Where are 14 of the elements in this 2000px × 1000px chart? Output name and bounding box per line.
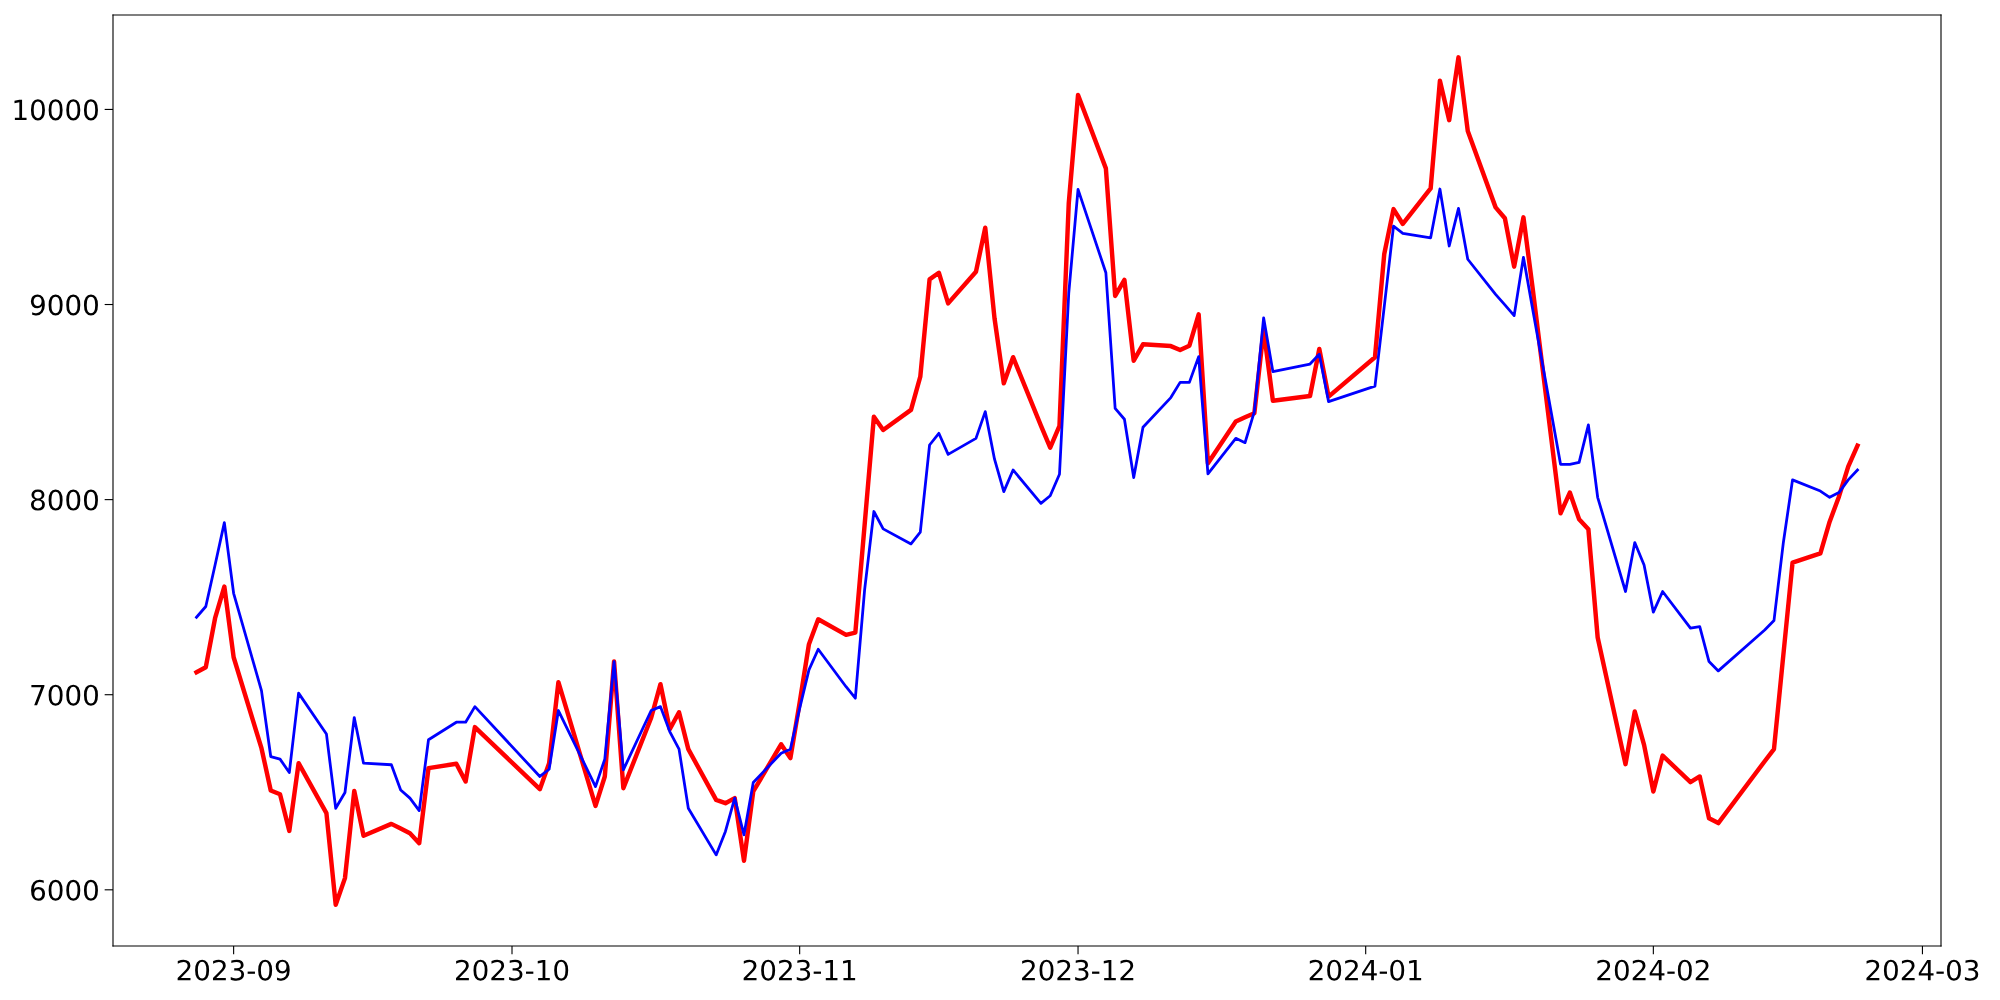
line-series — [195, 187, 1859, 857]
x-tick-label: 2023-11 — [743, 959, 856, 981]
x-tick-label: 2023-09 — [177, 959, 290, 981]
y-tick-label: 8000 — [30, 489, 98, 511]
y-tick-label: 9000 — [30, 294, 98, 316]
y-tick-label: 6000 — [31, 879, 98, 901]
line-series — [194, 55, 1860, 908]
y-tick-label: 7000 — [31, 684, 98, 706]
x-tick-label: 2023-12 — [1022, 959, 1134, 981]
x-tick-label: 2024-01 — [1309, 959, 1422, 981]
x-tick-label: 2024-02 — [1597, 959, 1709, 981]
y-tick-label: 10000 — [14, 99, 98, 121]
x-tick-label: 2023-10 — [456, 959, 569, 981]
x-tick-label: 2024-03 — [1866, 959, 1979, 981]
